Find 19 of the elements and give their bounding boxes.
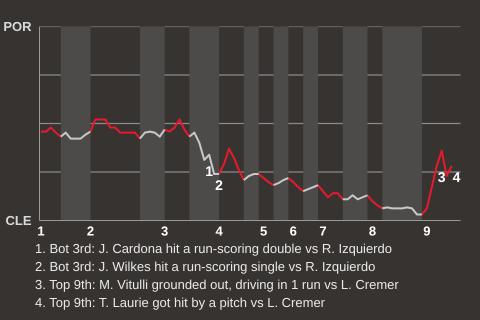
text: 4. Top 9th: T. Laurie got hit by a pitch vs L. Cremer xyxy=(35,295,326,310)
text: 1. Bot 3rd: J. Cardona hit a run-scoring double vs R. Izquierdo xyxy=(35,241,392,256)
annotation: 1 xyxy=(205,162,214,179)
text: CLE xyxy=(6,213,32,228)
x-tick-label: 7 xyxy=(319,224,327,238)
annotation: 3 xyxy=(438,168,446,185)
x-tick-label: 8 xyxy=(368,224,376,238)
annotation: 4 xyxy=(452,168,461,185)
x-tick-label: 9 xyxy=(423,224,430,238)
x-tick-label: 3 xyxy=(161,224,168,238)
text: 3. Top 9th: M. Vitulli grounded out, driving in 1 run vs L. Cremer xyxy=(35,277,399,292)
x-tick-label: 6 xyxy=(290,224,297,238)
annotation: 2 xyxy=(215,177,224,194)
x-tick-label: 5 xyxy=(260,224,268,238)
x-tick-label: 1 xyxy=(37,224,45,238)
x-tick-label: 2 xyxy=(86,224,94,238)
text: 2. Bot 3rd: J. Wilkes hit a run-scoring single vs R. Izquierdo xyxy=(35,259,376,274)
x-tick-label: 4 xyxy=(215,224,224,238)
text: POR xyxy=(3,19,32,34)
